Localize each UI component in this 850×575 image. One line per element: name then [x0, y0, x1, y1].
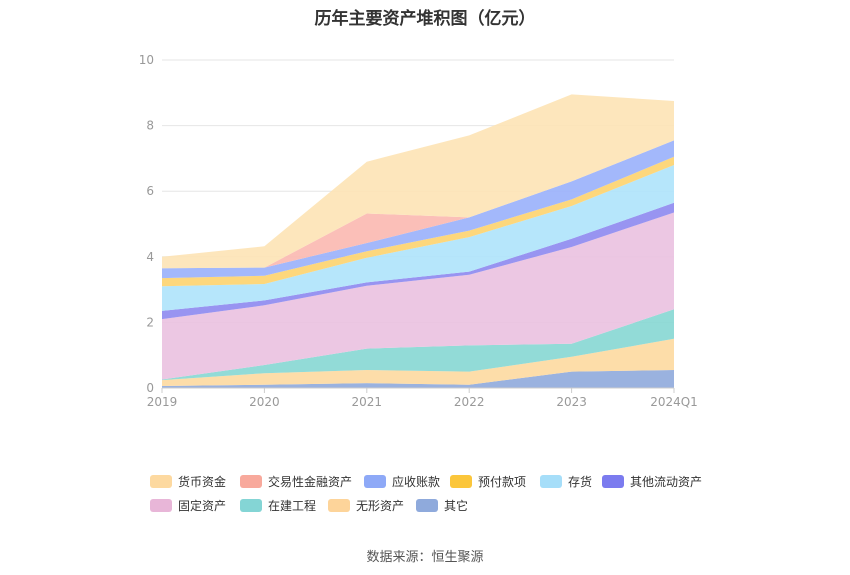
legend-item[interactable]: 其它: [416, 498, 468, 513]
x-tick-label: 2021: [352, 395, 383, 409]
legend-swatch: [416, 499, 438, 512]
legend-label: 存货: [568, 474, 592, 489]
legend-item[interactable]: 货币资金: [150, 474, 226, 489]
legend-label: 在建工程: [268, 498, 316, 513]
legend-label: 无形资产: [356, 499, 404, 513]
legend-swatch: [602, 475, 624, 488]
area-series: [162, 94, 674, 388]
legend-item[interactable]: 其他流动资产: [602, 475, 702, 489]
legend-swatch: [150, 499, 172, 512]
legend-label: 货币资金: [178, 474, 226, 489]
y-tick-label: 0: [146, 381, 154, 395]
chart-title: 历年主要资产堆积图（亿元）: [314, 9, 536, 29]
legend-item[interactable]: 在建工程: [240, 498, 316, 513]
legend-swatch: [150, 475, 172, 488]
area-series-货币资金: [162, 94, 674, 269]
legend-label: 固定资产: [178, 498, 226, 513]
legend-label: 应收账款: [392, 474, 440, 489]
area-series-在建工程: [162, 309, 674, 381]
y-tick-label: 2: [146, 315, 154, 329]
y-tick-label: 4: [146, 250, 154, 264]
legend-item[interactable]: 存货: [540, 474, 592, 489]
legend-item[interactable]: 无形资产: [328, 499, 404, 513]
area-series-其它: [162, 370, 674, 388]
axes: 0 2 4 6 8 10 2019 2020 2021 2022 2023 2024Q1: [139, 53, 698, 409]
area-series-存货: [162, 165, 674, 311]
legend-item[interactable]: 预付款项: [450, 475, 526, 489]
x-tick-label: 2022: [454, 395, 485, 409]
x-tick-label: 2019: [147, 395, 178, 409]
legend-item[interactable]: 应收账款: [364, 474, 440, 489]
y-tick-label: 6: [146, 184, 154, 198]
legend-label: 交易性金融资产: [268, 474, 352, 489]
legend-swatch: [364, 475, 386, 488]
legend-item[interactable]: 固定资产: [150, 498, 226, 513]
x-tick-label: 2024Q1: [650, 395, 698, 409]
x-tick-label: 2020: [249, 395, 280, 409]
y-tick-label: 8: [146, 119, 154, 133]
y-tick-label: 10: [139, 53, 154, 67]
area-series-固定资产: [162, 212, 674, 380]
x-tick-label: 2023: [556, 395, 587, 409]
source-note: 数据来源：恒生聚源: [366, 550, 484, 565]
legend-swatch: [328, 499, 350, 512]
area-series-无形资产: [162, 338, 674, 386]
legend-label: 其他流动资产: [630, 475, 702, 489]
legend-swatch: [540, 475, 562, 488]
area-series-其他流动资产: [162, 202, 674, 320]
legend-swatch: [240, 499, 262, 512]
legend-label: 预付款项: [478, 475, 526, 489]
legend-swatch: [450, 475, 472, 488]
legend-label: 其它: [444, 498, 468, 513]
legend-item[interactable]: 交易性金融资产: [240, 474, 352, 489]
legend-swatch: [240, 475, 262, 488]
